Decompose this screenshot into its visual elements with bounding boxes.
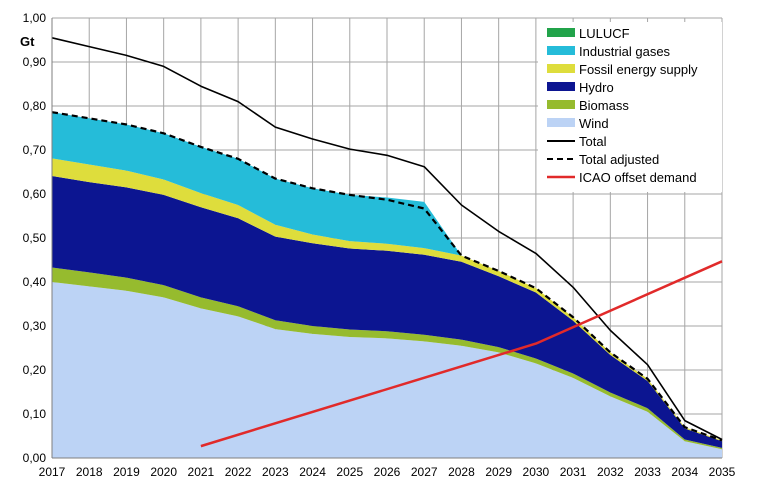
x-tick-label: 2022 [225,465,252,479]
area-wind [52,282,722,458]
legend-swatch-biomass [547,100,575,109]
x-tick-label: 2017 [39,465,66,479]
legend: LULUCF Industrial gases Fossil energy supp… [538,22,722,192]
x-tick-label: 2029 [485,465,512,479]
line-total [51,37,723,441]
axes: 0,00 0,10 0,20 0,30 0,40 0,50 0,60 0,70 0,80 0,90… [23,11,736,479]
y-tick-label: 0,10 [23,407,47,421]
y-tick-label: 0,20 [23,363,47,377]
y-unit-label: Gt [20,34,35,49]
x-tick-label: 2023 [262,465,289,479]
y-tick-label: 0,40 [23,275,47,289]
stacked-areas [52,112,722,458]
x-tick-label: 2035 [709,465,736,479]
x-tick-label: 2028 [448,465,475,479]
x-tick-label: 2020 [150,465,177,479]
legend-swatch-fossil-energy-supply [547,64,575,73]
legend-swatch-wind [547,118,575,127]
x-tick-label: 2024 [299,465,326,479]
x-tick-label: 2031 [560,465,587,479]
legend-label-fossil-energy-supply: Fossil energy supply [579,62,698,77]
y-tick-label: 0,30 [23,319,47,333]
area-biomass [52,267,722,450]
legend-label-total: Total [579,134,607,149]
x-tick-label: 2027 [411,465,438,479]
y-tick-label: 0,50 [23,231,47,245]
x-tick-label: 2034 [671,465,698,479]
legend-label-industrial-gases: Industrial gases [579,44,671,59]
legend-swatch-lulucf [547,28,575,37]
x-tick-label: 2026 [374,465,401,479]
legend-label-lulucf: LULUCF [579,26,630,41]
legend-label-biomass: Biomass [579,98,629,113]
legend-label-icao-offset-demand: ICAO offset demand [579,170,697,185]
x-tick-label: 2033 [634,465,661,479]
x-tick-label: 2032 [597,465,624,479]
y-tick-label: 0,90 [23,55,47,69]
x-tick-label: 2025 [336,465,363,479]
y-tick-label: 0,60 [23,187,47,201]
x-tick-label: 2019 [113,465,140,479]
y-tick-label: 0,00 [23,451,47,465]
y-tick-label: 0,80 [23,99,47,113]
legend-label-hydro: Hydro [579,80,614,95]
line-series [51,37,723,448]
legend-swatch-industrial-gases [547,46,575,55]
x-tick-label: 2018 [76,465,103,479]
y-tick-label: 1,00 [23,11,47,25]
x-tick-label: 2030 [523,465,550,479]
x-tick-label: 2021 [188,465,215,479]
legend-swatch-hydro [547,82,575,91]
legend-label-total-adjusted: Total adjusted [579,152,659,167]
line-total-adjusted [51,111,723,442]
area-hydro [52,175,722,448]
area-industrial-gases [52,112,722,441]
y-tick-label: 0,70 [23,143,47,157]
legend-label-wind: Wind [579,116,609,131]
line-icao-offset-demand [200,260,723,448]
